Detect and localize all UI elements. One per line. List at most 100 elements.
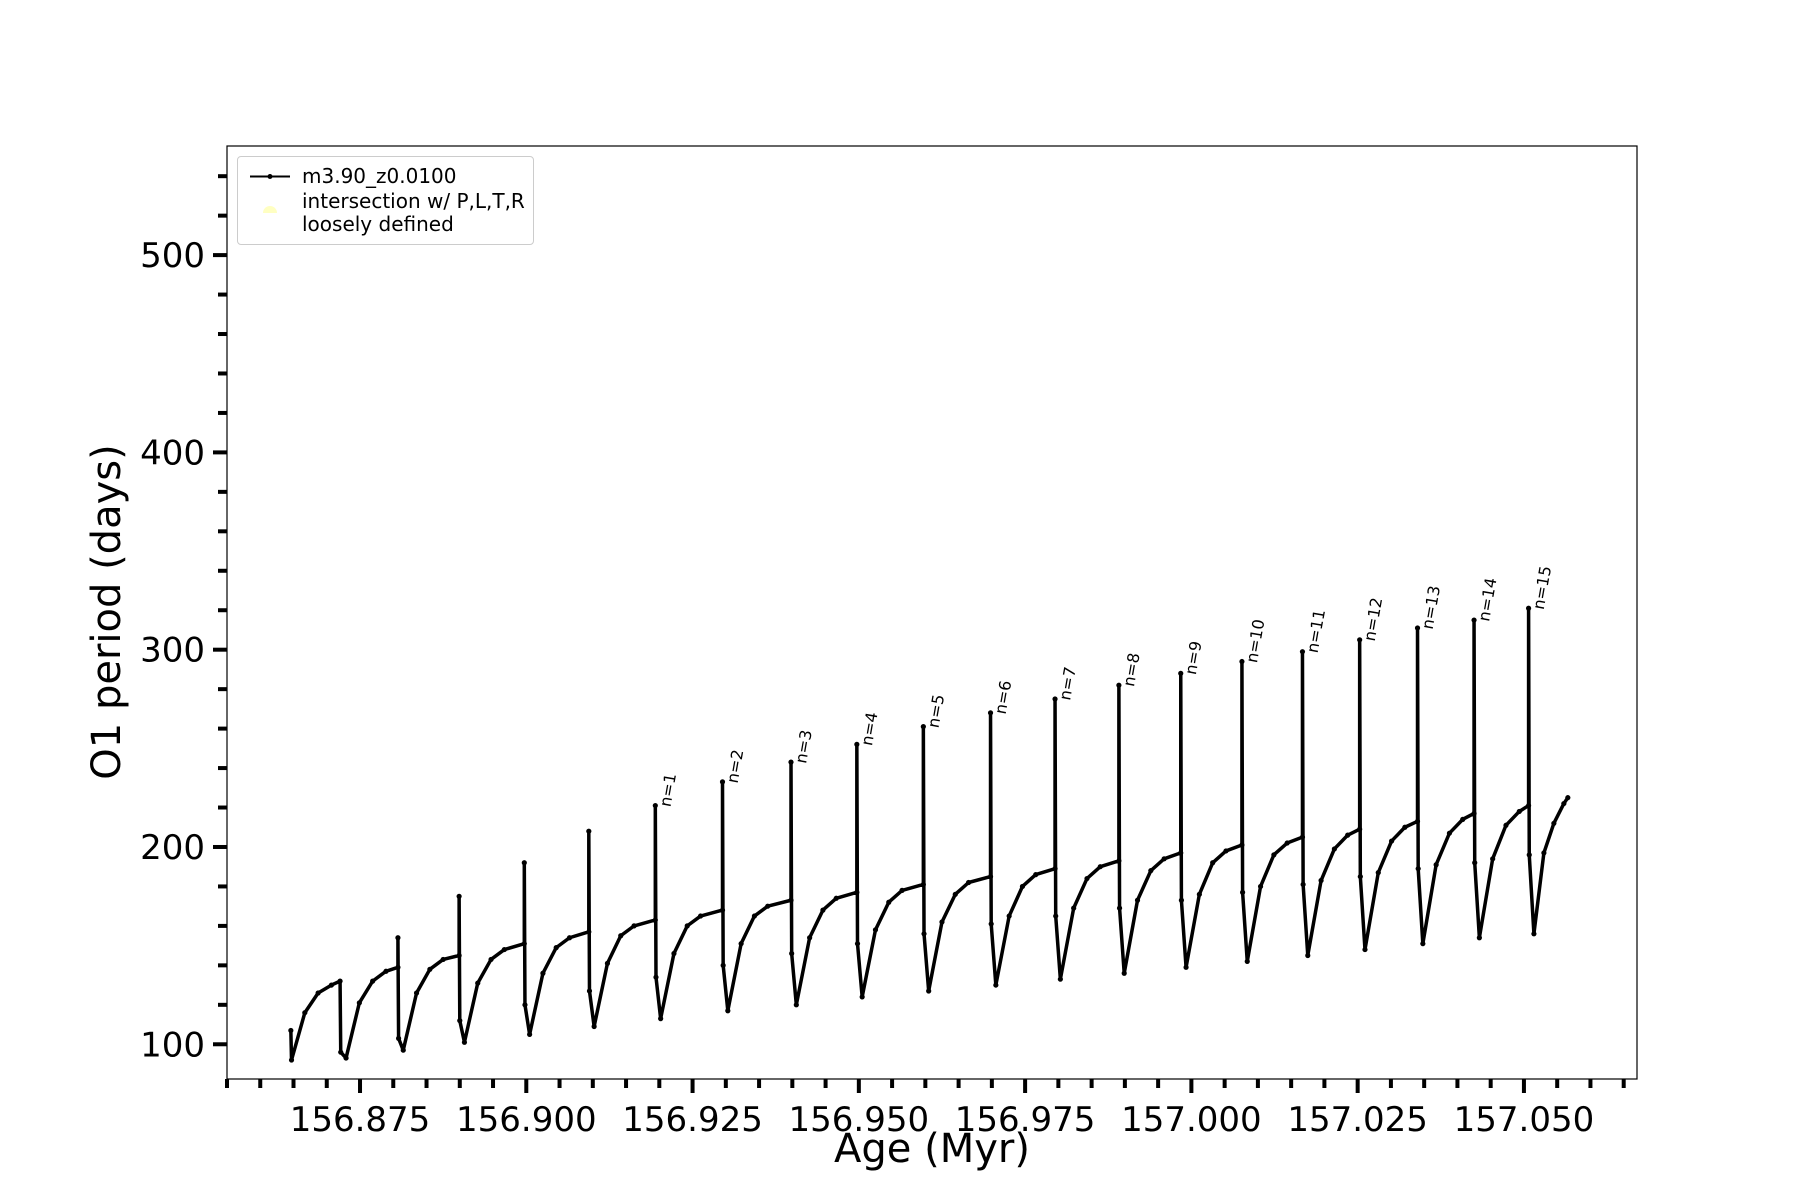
data-point	[854, 889, 860, 895]
data-point	[788, 897, 794, 903]
data-point	[456, 952, 462, 959]
legend-key	[250, 174, 290, 179]
data-point	[789, 950, 795, 957]
data-point	[413, 990, 420, 996]
data-point	[631, 923, 637, 929]
data-point	[920, 724, 926, 730]
legend: m3.90_z0.0100 intersection w/ P,L,T,R loo…	[237, 156, 534, 245]
x-tick-label: 157.000	[1121, 1100, 1262, 1140]
x-tick-label: 156.875	[290, 1100, 431, 1140]
data-point	[939, 919, 945, 925]
data-point	[1357, 637, 1363, 643]
data-point	[652, 917, 658, 923]
data-point	[586, 828, 592, 834]
data-point	[833, 895, 839, 901]
data-point	[1239, 889, 1246, 895]
data-point	[1414, 818, 1421, 824]
data-point	[1299, 649, 1306, 655]
data-point	[1345, 832, 1351, 838]
data-point	[1318, 877, 1324, 884]
data-point	[872, 927, 879, 933]
data-point	[1178, 897, 1185, 903]
data-point	[965, 879, 972, 886]
data-point	[652, 802, 658, 809]
annotation: n=14	[1474, 576, 1500, 623]
data-point	[751, 913, 758, 919]
data-point	[1476, 935, 1482, 941]
data-point	[899, 887, 905, 893]
data-point	[1525, 802, 1532, 809]
data-point	[1257, 883, 1264, 890]
data-point	[1052, 696, 1058, 702]
x-tick-label: 157.050	[1454, 1100, 1595, 1140]
data-point	[1148, 868, 1154, 874]
data-point	[1161, 856, 1167, 862]
data-point	[1362, 946, 1368, 953]
data-point	[1565, 795, 1571, 801]
data-point	[1420, 941, 1426, 947]
data-point	[604, 960, 611, 966]
data-point	[1057, 976, 1063, 982]
data-point	[1357, 873, 1363, 880]
y-tick-label: 300	[140, 631, 205, 671]
data-point	[1388, 838, 1395, 844]
data-point	[1097, 864, 1103, 870]
data-point	[395, 935, 401, 941]
data-point	[1375, 870, 1381, 876]
data-point	[1526, 852, 1532, 858]
data-point	[1300, 881, 1306, 888]
data-point	[288, 1057, 295, 1063]
data-point	[1516, 808, 1522, 815]
data-point	[1223, 848, 1229, 854]
data-point	[859, 994, 865, 1000]
legend-marker	[263, 206, 277, 213]
x-tick-label: 156.975	[955, 1100, 1096, 1140]
data-point	[1433, 862, 1439, 868]
data-point	[395, 964, 401, 970]
data-point	[1178, 670, 1184, 676]
data-point	[1331, 846, 1337, 852]
data-point	[952, 891, 958, 897]
data-point	[527, 1031, 533, 1038]
data-point	[1460, 816, 1466, 822]
data-point	[820, 907, 826, 913]
data-point	[1053, 913, 1059, 919]
data-point	[328, 982, 335, 988]
data-point	[1052, 866, 1058, 872]
data-point	[1490, 856, 1496, 862]
data-point	[1299, 834, 1306, 840]
legend-item: intersection w/ P,L,T,R loosely defined	[246, 190, 525, 236]
data-point	[586, 988, 593, 994]
data-point	[553, 945, 559, 951]
y-tick-label: 100	[140, 1025, 205, 1065]
data-point	[854, 741, 860, 747]
x-tick-label: 156.950	[789, 1100, 930, 1140]
data-point	[1415, 866, 1421, 872]
data-point	[1210, 860, 1216, 866]
annotation: n=2	[723, 748, 748, 785]
data-point	[987, 873, 994, 880]
data-point	[1033, 872, 1039, 878]
data-point	[1084, 875, 1090, 882]
data-point	[988, 921, 994, 927]
data-point	[338, 1049, 344, 1055]
data-point	[1183, 964, 1189, 970]
data-point	[658, 1016, 664, 1022]
data-point	[566, 935, 573, 941]
data-point	[807, 935, 813, 941]
legend-label: intersection w/ P,L,T,R loosely defined	[302, 189, 525, 236]
data-point	[1284, 840, 1290, 846]
data-point	[1071, 905, 1077, 911]
data-point	[1402, 824, 1408, 830]
data-point	[854, 941, 861, 947]
annotation: n=8	[1119, 651, 1144, 688]
data-point	[921, 931, 927, 937]
data-point	[1414, 625, 1421, 631]
data-point	[343, 1055, 349, 1061]
data-point	[370, 978, 376, 984]
data-point	[1561, 800, 1567, 807]
data-point	[501, 946, 507, 953]
data-point	[671, 950, 677, 957]
data-point	[1525, 605, 1532, 611]
